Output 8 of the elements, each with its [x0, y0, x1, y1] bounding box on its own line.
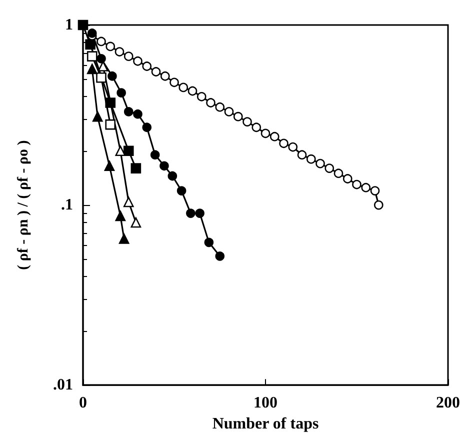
x-tick-label: 200	[436, 394, 460, 412]
y-tick-label: .1	[61, 196, 73, 214]
y-axis-title: ( ρf - ρn ) / ( ρf - ρo )	[16, 140, 32, 270]
x-tick-label: 100	[254, 394, 278, 412]
x-axis-title: Number of taps	[212, 416, 319, 432]
x-tick-label: 0	[79, 394, 87, 412]
y-tick-label: 1	[65, 16, 73, 34]
y-tick-label: .01	[53, 376, 73, 394]
